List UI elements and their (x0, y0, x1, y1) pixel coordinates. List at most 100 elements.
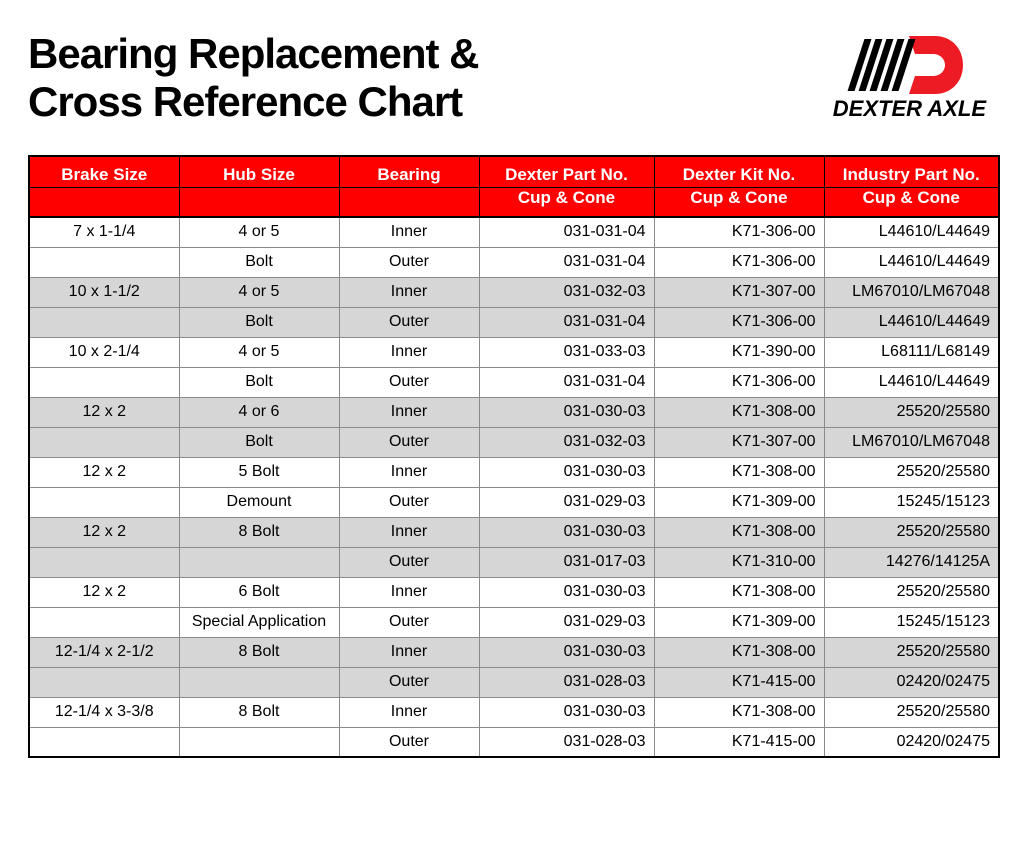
table-cell: 031-030-03 (479, 397, 654, 427)
table-cell: Bolt (179, 247, 339, 277)
table-cell (179, 667, 339, 697)
table-cell: Inner (339, 217, 479, 247)
table-cell: 031-030-03 (479, 457, 654, 487)
col-sub-2 (339, 187, 479, 217)
table-row: Outer031-028-03K71-415-0002420/02475 (29, 667, 999, 697)
table-cell: 031-031-04 (479, 247, 654, 277)
table-cell: Inner (339, 637, 479, 667)
table-cell: K71-306-00 (654, 367, 824, 397)
table-cell: 031-030-03 (479, 637, 654, 667)
table-cell (29, 247, 179, 277)
table-cell: K71-307-00 (654, 427, 824, 457)
table-cell: K71-307-00 (654, 277, 824, 307)
table-cell (29, 427, 179, 457)
col-brake-size: Brake Size (29, 156, 179, 188)
table-cell (179, 547, 339, 577)
table-cell: 02420/02475 (824, 667, 999, 697)
table-cell: 10 x 2-1/4 (29, 337, 179, 367)
brand-logo: DEXTER AXLE (833, 36, 986, 122)
table-cell (29, 367, 179, 397)
table-cell: 031-028-03 (479, 667, 654, 697)
title-line-2: Cross Reference Chart (28, 78, 462, 125)
table-cell: K71-310-00 (654, 547, 824, 577)
table-row: 12-1/4 x 3-3/88 BoltInner031-030-03K71-3… (29, 697, 999, 727)
table-cell: Outer (339, 727, 479, 757)
table-cell: Inner (339, 337, 479, 367)
col-sub-4: Cup & Cone (654, 187, 824, 217)
table-header: Brake Size Hub Size Bearing Dexter Part … (29, 156, 999, 218)
table-cell: Outer (339, 487, 479, 517)
table-cell: LM67010/LM67048 (824, 427, 999, 457)
table-row: BoltOuter031-031-04K71-306-00L44610/L446… (29, 367, 999, 397)
table-cell: L44610/L44649 (824, 367, 999, 397)
col-sub-5: Cup & Cone (824, 187, 999, 217)
table-row: 12 x 24 or 6Inner031-030-03K71-308-00255… (29, 397, 999, 427)
table-cell: 14276/14125A (824, 547, 999, 577)
table-cell: 25520/25580 (824, 697, 999, 727)
table-cell: 12 x 2 (29, 517, 179, 547)
table-cell: K71-306-00 (654, 247, 824, 277)
table-row: 12 x 28 BoltInner031-030-03K71-308-00255… (29, 517, 999, 547)
table-cell: Inner (339, 277, 479, 307)
table-cell: LM67010/LM67048 (824, 277, 999, 307)
table-row: 12 x 26 BoltInner031-030-03K71-308-00255… (29, 577, 999, 607)
brand-name: DEXTER AXLE (833, 96, 986, 122)
table-cell: Bolt (179, 367, 339, 397)
table-cell: 6 Bolt (179, 577, 339, 607)
table-cell: K71-415-00 (654, 667, 824, 697)
table-cell: 031-029-03 (479, 607, 654, 637)
table-cell: 15245/15123 (824, 487, 999, 517)
table-cell: 031-030-03 (479, 517, 654, 547)
table-row: Special ApplicationOuter031-029-03K71-30… (29, 607, 999, 637)
table-cell: 031-028-03 (479, 727, 654, 757)
table-row: 10 x 2-1/44 or 5Inner031-033-03K71-390-0… (29, 337, 999, 367)
table-cell: Outer (339, 427, 479, 457)
table-cell: K71-308-00 (654, 457, 824, 487)
table-cell: Outer (339, 607, 479, 637)
table-cell: Special Application (179, 607, 339, 637)
table-cell: K71-308-00 (654, 697, 824, 727)
table-cell (29, 547, 179, 577)
table-cell: 031-030-03 (479, 697, 654, 727)
table-cell: K71-308-00 (654, 577, 824, 607)
table-cell (29, 727, 179, 757)
table-cell: 7 x 1-1/4 (29, 217, 179, 247)
table-cell: K71-309-00 (654, 487, 824, 517)
table-cell: K71-415-00 (654, 727, 824, 757)
table-cell: 25520/25580 (824, 457, 999, 487)
table-cell: 10 x 1-1/2 (29, 277, 179, 307)
table-cell: Inner (339, 457, 479, 487)
table-cell: Outer (339, 247, 479, 277)
title-line-1: Bearing Replacement & (28, 30, 478, 77)
col-sub-3: Cup & Cone (479, 187, 654, 217)
table-cell: 12 x 2 (29, 577, 179, 607)
table-cell: L44610/L44649 (824, 217, 999, 247)
table-cell: 031-031-04 (479, 307, 654, 337)
table-cell: K71-306-00 (654, 217, 824, 247)
table-row: 12-1/4 x 2-1/28 BoltInner031-030-03K71-3… (29, 637, 999, 667)
table-cell: 12 x 2 (29, 397, 179, 427)
table-cell: 12 x 2 (29, 457, 179, 487)
table-cell: 25520/25580 (824, 637, 999, 667)
table-cell: 4 or 6 (179, 397, 339, 427)
table-row: 10 x 1-1/24 or 5Inner031-032-03K71-307-0… (29, 277, 999, 307)
table-cell: 12-1/4 x 3-3/8 (29, 697, 179, 727)
table-cell: L68111/L68149 (824, 337, 999, 367)
table-cell: 031-031-04 (479, 367, 654, 397)
table-cell: K71-308-00 (654, 637, 824, 667)
table-cell: K71-309-00 (654, 607, 824, 637)
col-dexter-kit: Dexter Kit No. (654, 156, 824, 188)
table-cell: 031-031-04 (479, 217, 654, 247)
table-row: BoltOuter031-031-04K71-306-00L44610/L446… (29, 247, 999, 277)
page-header: Bearing Replacement & Cross Reference Ch… (28, 30, 996, 127)
table-row: 7 x 1-1/44 or 5Inner031-031-04K71-306-00… (29, 217, 999, 247)
table-cell: 02420/02475 (824, 727, 999, 757)
table-cell: Inner (339, 517, 479, 547)
table-cell: 031-032-03 (479, 427, 654, 457)
table-cell: K71-308-00 (654, 517, 824, 547)
table-cell: 12-1/4 x 2-1/2 (29, 637, 179, 667)
table-row: BoltOuter031-032-03K71-307-00LM67010/LM6… (29, 427, 999, 457)
table-cell: 031-032-03 (479, 277, 654, 307)
table-cell: 4 or 5 (179, 217, 339, 247)
table-cell: 4 or 5 (179, 337, 339, 367)
